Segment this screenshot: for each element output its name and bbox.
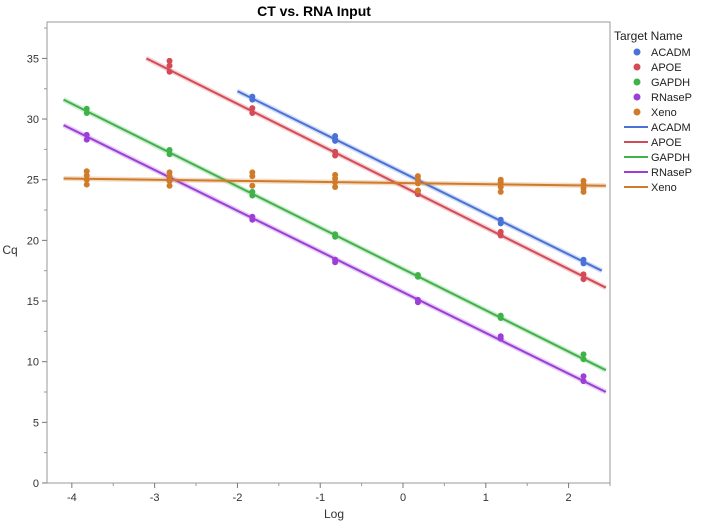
y-axis: 0 5 10 15 20 25 30 35 [27,27,47,490]
point-apoe [166,68,173,75]
point-xeno [332,171,339,178]
x-tick-label: 2 [566,492,572,504]
point-xeno [497,183,504,190]
legend-entries: ACADM APOE GAPDH RNaseP Xeno ACADM APOE GAPDH RN… [624,47,692,194]
point-xeno [83,181,90,188]
point-gapdh [580,351,587,358]
point-rnasep [580,373,587,380]
x-tick-label: 1 [483,492,489,504]
point-gapdh [166,151,173,158]
legend-label: Xeno [651,107,677,119]
point-xeno [414,173,421,180]
legend-label: ACADM [651,47,691,59]
x-tick-label: 0 [400,492,406,504]
legend-title: Target Name [614,29,683,43]
legend-marker-xeno [633,108,641,116]
x-tick-label: -4 [67,492,77,504]
point-xeno [497,188,504,195]
legend: Target Name ACADMAPOEGAPDHRNasePXenoACAD… [614,29,692,194]
legend-marker-apoe [633,63,641,71]
fit-lines [62,56,607,395]
x-tick-label: -3 [150,492,160,504]
point-xeno [580,177,587,184]
y-tick-label: 15 [27,296,39,308]
y-tick-label: 0 [33,478,39,490]
legend-label: RNaseP [651,167,692,179]
point-apoe [332,148,339,155]
legend-label: APOE [651,137,682,149]
point-rnasep [414,296,421,303]
point-apoe [166,62,173,69]
point-rnasep [497,333,504,340]
y-tick-label: 20 [27,235,39,247]
point-xeno [83,172,90,179]
x-axis-label: Log [324,507,344,521]
point-xeno [83,176,90,183]
point-gapdh [249,188,256,195]
points-layer [83,57,587,385]
point-acadm [580,256,587,263]
legend-label: RNaseP [651,92,692,104]
point-gapdh [497,312,504,319]
chart-title: CT vs. RNA Input [257,3,371,19]
point-gapdh [166,146,173,153]
point-xeno [166,177,173,184]
fit-line-apoe [145,57,607,289]
legend-label: APOE [651,62,682,74]
point-gapdh [83,109,90,116]
y-tick-label: 25 [27,175,39,187]
point-acadm [497,216,504,223]
point-xeno [497,176,504,183]
point-xeno [414,187,421,194]
point-gapdh [580,356,587,363]
point-rnasep [83,131,90,138]
point-rnasep [83,136,90,143]
legend-marker-rnasep [633,93,641,101]
point-apoe [249,109,256,116]
point-rnasep [580,378,587,385]
point-xeno [332,183,339,190]
point-gapdh [414,271,421,278]
point-xeno [249,182,256,189]
plot-frame [46,21,611,484]
y-tick-label: 10 [27,357,39,369]
x-tick-label: -2 [233,492,243,504]
y-tick-label: 5 [33,417,39,429]
point-apoe [580,276,587,283]
x-tick-label: -1 [315,492,325,504]
point-apoe [580,271,587,278]
point-rnasep [249,213,256,220]
legend-label: ACADM [651,122,691,134]
point-apoe [249,105,256,112]
point-xeno [249,169,256,176]
legend-label: GAPDH [651,152,690,164]
point-gapdh [332,231,339,238]
y-axis-label: Cq [2,243,17,257]
legend-label: GAPDH [651,77,690,89]
y-tick-label: 35 [27,53,39,65]
point-xeno [166,169,173,176]
x-axis: -4 -3 -2 -1 0 1 2 [67,483,611,504]
point-xeno [83,168,90,175]
legend-marker-gapdh [633,78,641,86]
point-gapdh [83,105,90,112]
y-tick-label: 30 [27,114,39,126]
point-xeno [166,182,173,189]
legend-marker-acadm [633,48,641,56]
legend-label: Xeno [651,182,677,194]
point-apoe [497,228,504,235]
point-acadm [332,136,339,143]
point-apoe [166,57,173,64]
point-rnasep [332,256,339,263]
point-acadm [249,93,256,100]
